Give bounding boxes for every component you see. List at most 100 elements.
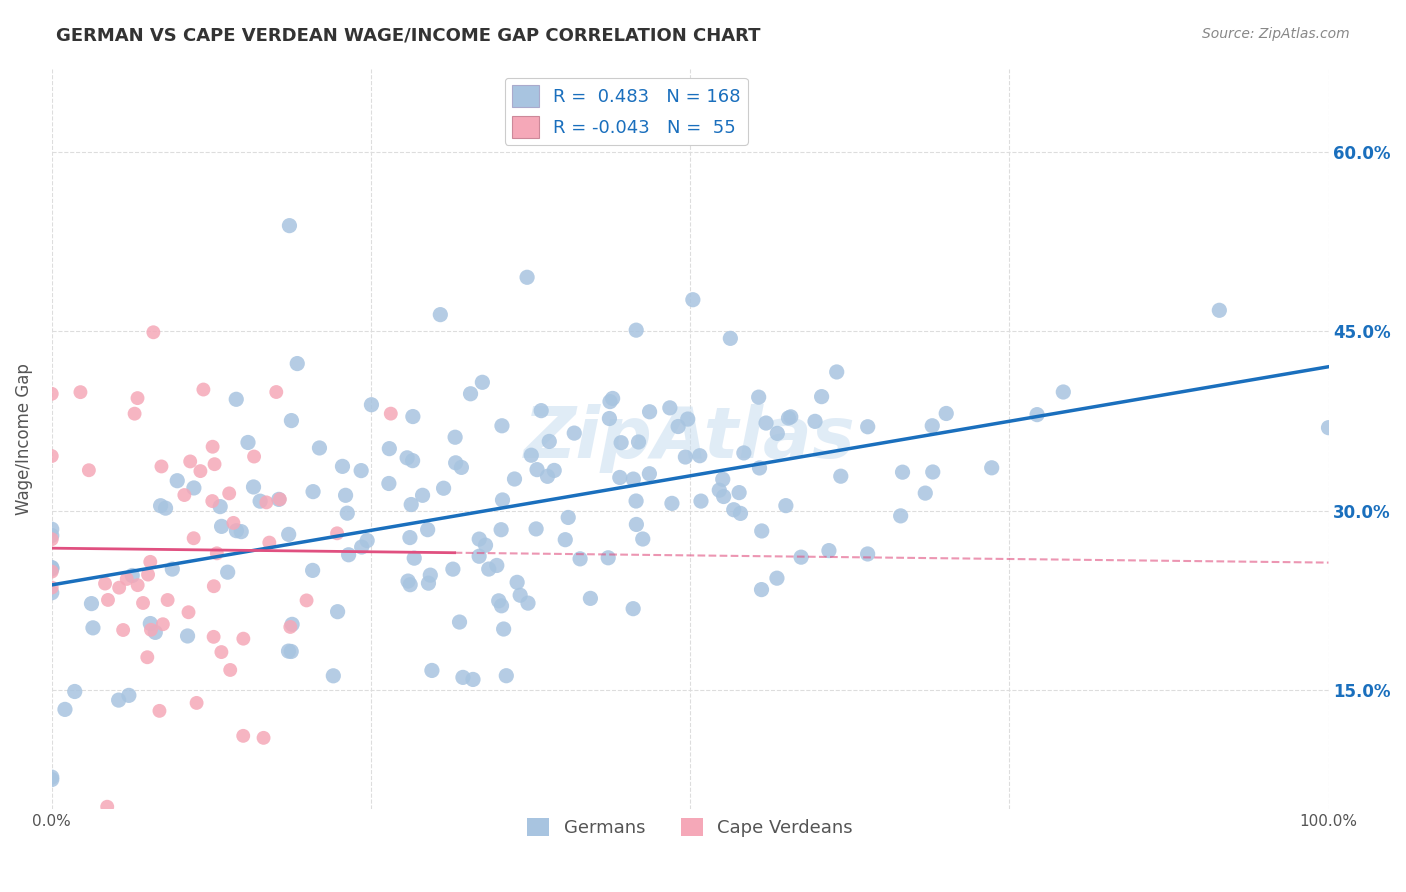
Point [155, 501, 177, 516]
Point [914, 486, 936, 500]
Point [516, 270, 538, 285]
Point [460, 386, 482, 401]
Point [69, 385, 91, 400]
Point [543, 463, 565, 477]
Point [204, 457, 226, 471]
Point [429, 308, 451, 322]
Point [1026, 408, 1049, 422]
Point [277, 644, 299, 658]
Point [301, 563, 323, 577]
Point [193, 383, 215, 397]
Legend: Germans, Cape Verdeans: Germans, Cape Verdeans [520, 811, 860, 845]
Point [399, 498, 422, 512]
Point [489, 523, 512, 537]
Point [492, 622, 515, 636]
Point [202, 579, 225, 593]
Point [267, 492, 290, 507]
Point [148, 704, 170, 718]
Point [690, 494, 713, 508]
Text: Source: ZipAtlas.com: Source: ZipAtlas.com [1202, 27, 1350, 41]
Point [166, 474, 188, 488]
Point [506, 575, 529, 590]
Point [149, 499, 172, 513]
Point [491, 599, 513, 613]
Point [779, 409, 801, 424]
Point [658, 401, 681, 415]
Point [416, 523, 439, 537]
Point [728, 485, 751, 500]
Point [810, 390, 832, 404]
Point [94, 576, 117, 591]
Point [156, 593, 179, 607]
Point [337, 548, 360, 562]
Point [579, 591, 602, 606]
Point [775, 499, 797, 513]
Point [41, 586, 63, 600]
Point [108, 581, 131, 595]
Point [173, 488, 195, 502]
Point [751, 524, 773, 538]
Point [378, 442, 401, 456]
Point [243, 450, 266, 464]
Point [526, 462, 548, 476]
Point [432, 481, 454, 495]
Point [152, 617, 174, 632]
Point [921, 418, 943, 433]
Point [1208, 303, 1230, 318]
Point [661, 496, 683, 510]
Point [921, 465, 943, 479]
Point [818, 543, 841, 558]
Point [242, 480, 264, 494]
Point [399, 531, 422, 545]
Point [536, 469, 558, 483]
Point [302, 484, 325, 499]
Point [627, 434, 650, 449]
Point [205, 546, 228, 560]
Point [326, 605, 349, 619]
Point [356, 533, 378, 548]
Point [41, 386, 63, 401]
Point [396, 574, 419, 588]
Point [219, 663, 242, 677]
Point [666, 419, 689, 434]
Point [378, 476, 401, 491]
Point [766, 571, 789, 585]
Point [217, 565, 239, 579]
Point [124, 407, 146, 421]
Point [468, 532, 491, 546]
Point [755, 416, 778, 430]
Point [201, 494, 224, 508]
Point [82, 621, 104, 635]
Point [491, 418, 513, 433]
Point [825, 365, 848, 379]
Point [520, 448, 543, 462]
Point [557, 510, 579, 524]
Point [638, 405, 661, 419]
Point [503, 472, 526, 486]
Point [280, 644, 302, 658]
Point [225, 392, 247, 407]
Point [450, 460, 472, 475]
Point [222, 516, 245, 530]
Point [441, 562, 464, 576]
Point [254, 495, 277, 509]
Point [41, 528, 63, 542]
Point [624, 323, 647, 337]
Point [723, 502, 745, 516]
Point [509, 588, 531, 602]
Point [638, 467, 661, 481]
Point [218, 486, 240, 500]
Point [308, 441, 330, 455]
Point [295, 593, 318, 607]
Point [236, 435, 259, 450]
Point [485, 558, 508, 573]
Point [790, 550, 813, 565]
Point [127, 578, 149, 592]
Point [890, 508, 912, 523]
Point [97, 593, 120, 607]
Text: ZipAtlas: ZipAtlas [524, 404, 856, 474]
Point [183, 481, 205, 495]
Point [336, 506, 359, 520]
Point [626, 517, 648, 532]
Point [418, 576, 440, 591]
